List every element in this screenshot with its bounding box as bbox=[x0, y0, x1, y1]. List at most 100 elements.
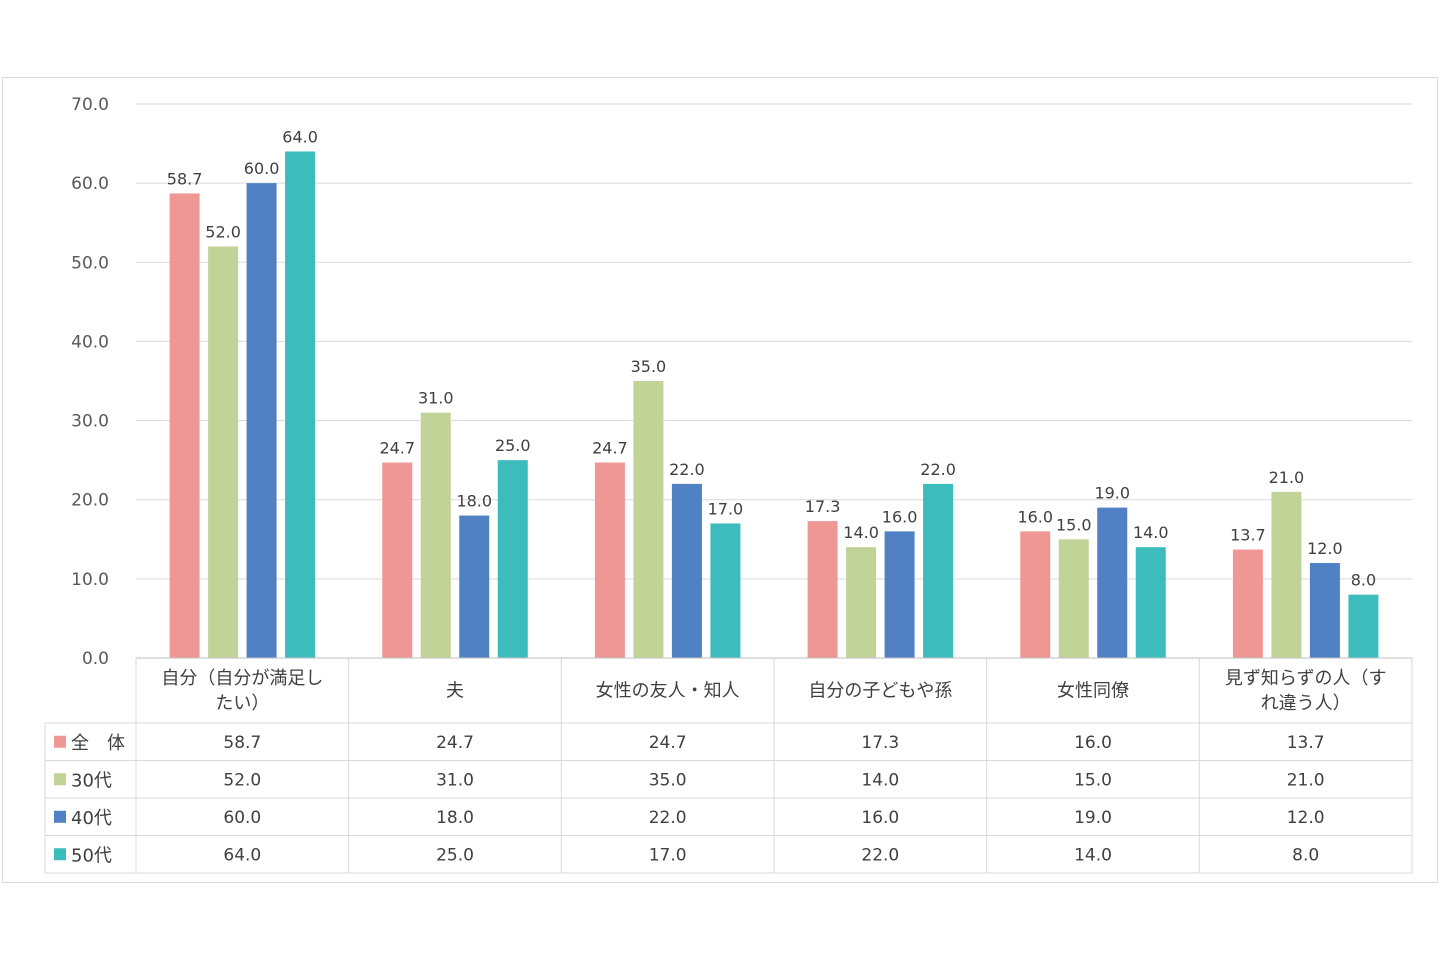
bar bbox=[208, 246, 239, 658]
table-cell: 60.0 bbox=[223, 808, 261, 828]
bar bbox=[1135, 547, 1166, 658]
table-cell: 17.0 bbox=[649, 845, 687, 865]
bar bbox=[1058, 539, 1089, 658]
table-cell: 14.0 bbox=[1074, 845, 1112, 865]
table-cell: 14.0 bbox=[861, 770, 899, 790]
bar bbox=[1271, 491, 1302, 658]
data-labels: 58.7 52.0 60.064.0 24.7 31.0 18.0 25.0 24.7 35.0… bbox=[167, 127, 1376, 589]
data-label: 15.0 bbox=[1056, 515, 1092, 534]
y-tick-label: 70.0 bbox=[71, 95, 109, 115]
data-label: 21.0 bbox=[1269, 468, 1305, 487]
table-cell: 58.7 bbox=[223, 733, 261, 753]
legend-swatch bbox=[54, 773, 66, 786]
table-cell: 35.0 bbox=[649, 770, 687, 790]
data-label: 13.7 bbox=[1230, 526, 1266, 545]
table-cell: 8.0 bbox=[1292, 845, 1319, 865]
bar bbox=[846, 547, 877, 658]
y-tick-label: 60.0 bbox=[71, 174, 109, 194]
category-label: 自分の子どもや孫 bbox=[808, 681, 952, 702]
bar-chart: 0.0 10.0 20.0 30.0 40.0 50.0 60.0 70.0 58.7 52.0… bbox=[44, 95, 1413, 874]
legend-swatch bbox=[54, 810, 66, 823]
data-label: 16.0 bbox=[882, 507, 918, 526]
legend-label: 30代 bbox=[71, 770, 112, 791]
chart-container: 0.0 10.0 20.0 30.0 40.0 50.0 60.0 70.0 58.7 52.0… bbox=[2, 77, 1438, 883]
table-cell: 21.0 bbox=[1287, 770, 1325, 790]
data-label: 24.7 bbox=[592, 439, 628, 458]
data-label: 25.0 bbox=[495, 436, 531, 455]
category-label: 見ず知らずの人（す bbox=[1225, 668, 1387, 689]
bar bbox=[1020, 531, 1051, 658]
gridlines bbox=[136, 103, 1412, 580]
table-cell: 64.0 bbox=[223, 845, 261, 865]
table-cell: 25.0 bbox=[436, 845, 474, 865]
data-label: 14.0 bbox=[1133, 523, 1169, 542]
bar bbox=[169, 193, 200, 658]
table-cell: 24.7 bbox=[436, 733, 474, 753]
category-label: 夫 bbox=[446, 681, 464, 702]
y-tick-label: 50.0 bbox=[71, 253, 109, 273]
bar bbox=[497, 460, 528, 658]
data-label: 64.0 bbox=[282, 127, 318, 146]
data-label: 19.0 bbox=[1094, 484, 1130, 503]
category-label: れ違う人） bbox=[1261, 693, 1351, 714]
data-label: 8.0 bbox=[1351, 571, 1376, 590]
table-cell: 16.0 bbox=[1074, 733, 1112, 753]
data-label: 52.0 bbox=[205, 222, 241, 241]
bar bbox=[633, 381, 664, 658]
bar bbox=[807, 521, 838, 658]
data-label: 60.0 bbox=[244, 159, 280, 178]
legend-swatch bbox=[54, 735, 66, 748]
y-tick-label: 0.0 bbox=[82, 649, 109, 669]
bar bbox=[1348, 594, 1379, 658]
table-cell: 22.0 bbox=[649, 808, 687, 828]
bar bbox=[1309, 563, 1340, 658]
legend-label: 40代 bbox=[71, 808, 112, 829]
data-label: 31.0 bbox=[418, 389, 454, 408]
bar bbox=[459, 515, 490, 658]
bar bbox=[246, 183, 277, 658]
y-tick-label: 40.0 bbox=[71, 332, 109, 352]
bar bbox=[1097, 507, 1128, 658]
category-label: 女性同僚 bbox=[1057, 681, 1129, 702]
data-label: 35.0 bbox=[631, 357, 667, 376]
table-cell: 22.0 bbox=[861, 845, 899, 865]
data-label: 16.0 bbox=[1017, 507, 1053, 526]
data-label: 17.3 bbox=[805, 497, 841, 516]
bars bbox=[169, 151, 1379, 658]
category-label: 自分（自分が満足し bbox=[161, 668, 323, 689]
legend-label: 50代 bbox=[71, 845, 112, 866]
bar bbox=[285, 151, 316, 658]
category-label: 女性の友人・知人 bbox=[596, 681, 740, 702]
bar bbox=[884, 531, 915, 658]
category-label: たい） bbox=[215, 693, 269, 714]
table-cell: 24.7 bbox=[649, 733, 687, 753]
bar bbox=[1232, 549, 1263, 658]
bar bbox=[594, 462, 625, 658]
table-cell: 18.0 bbox=[436, 808, 474, 828]
y-tick-label: 20.0 bbox=[71, 491, 109, 511]
data-label: 18.0 bbox=[456, 492, 492, 511]
table-cell: 17.3 bbox=[861, 733, 899, 753]
y-axis-ticks: 0.0 10.0 20.0 30.0 40.0 50.0 60.0 70.0 bbox=[71, 95, 109, 669]
bar bbox=[923, 483, 954, 658]
legend-swatch bbox=[54, 848, 66, 861]
y-tick-label: 30.0 bbox=[71, 412, 109, 432]
y-tick-label: 10.0 bbox=[71, 570, 109, 590]
bar bbox=[382, 462, 413, 658]
table-cell: 13.7 bbox=[1287, 733, 1325, 753]
data-label: 22.0 bbox=[669, 460, 705, 479]
table-cell: 31.0 bbox=[436, 770, 474, 790]
data-label: 12.0 bbox=[1307, 539, 1343, 558]
data-label: 24.7 bbox=[379, 439, 415, 458]
bar bbox=[710, 523, 741, 658]
data-label: 14.0 bbox=[843, 523, 879, 542]
table-cell: 52.0 bbox=[223, 770, 261, 790]
bar bbox=[420, 412, 451, 658]
table-cell: 19.0 bbox=[1074, 808, 1112, 828]
legend-label: 全 体 bbox=[71, 733, 125, 754]
data-label: 22.0 bbox=[920, 460, 956, 479]
table-cell: 16.0 bbox=[861, 808, 899, 828]
data-label: 58.7 bbox=[167, 169, 203, 188]
data-label: 17.0 bbox=[708, 499, 744, 518]
